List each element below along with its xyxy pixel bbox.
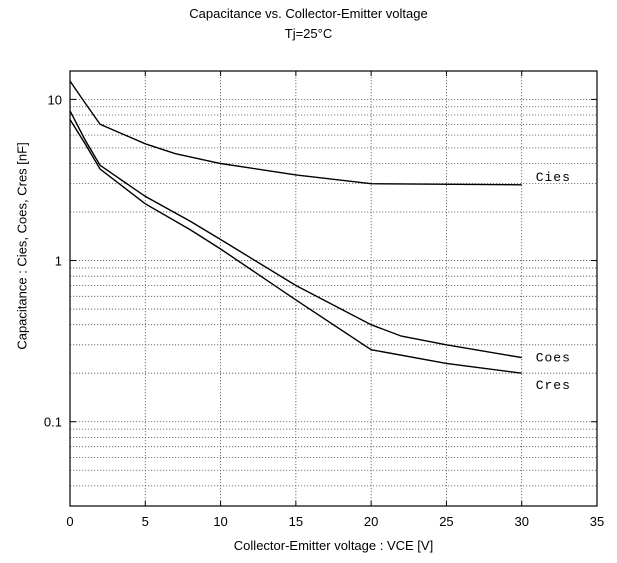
series-layer [69,80,522,374]
x-tick-label: 5 [142,514,149,529]
y-tick-label: 0.1 [44,415,62,430]
x-tick-label: 35 [590,514,604,529]
series-label-cres: Cres [536,378,571,393]
x-tick-label: 10 [213,514,227,529]
plot-frame [69,70,598,507]
x-tick-label: 25 [439,514,453,529]
y-axis-label: Capacitance : Cies, Coes, Cres [nF] [14,142,30,350]
series-label-layer: Cies Coes Cres [536,170,571,393]
series-line-coes [69,110,522,359]
x-tick-label: 30 [514,514,528,529]
series-line-cres [69,119,522,374]
x-axis-label: Collector-Emitter voltage : VCE [V] [233,538,434,553]
y-tick-label: 1 [55,254,62,269]
series-label-cies: Cies [536,170,571,185]
series-label-coes: Coes [536,351,571,366]
x-tick-label: 0 [66,514,73,529]
chart-subtitle: Tj=25°C [284,26,333,41]
chart-title: Capacitance vs. Collector-Emitter voltag… [189,6,428,21]
series-line-cies [69,80,522,186]
grid-layer [70,71,597,506]
y-tick-label: 10 [48,92,62,107]
tick-layer: 0 5 10 15 20 25 30 35 0.1 1 10 [44,71,604,529]
x-tick-label: 15 [289,514,303,529]
x-tick-label: 20 [364,514,378,529]
